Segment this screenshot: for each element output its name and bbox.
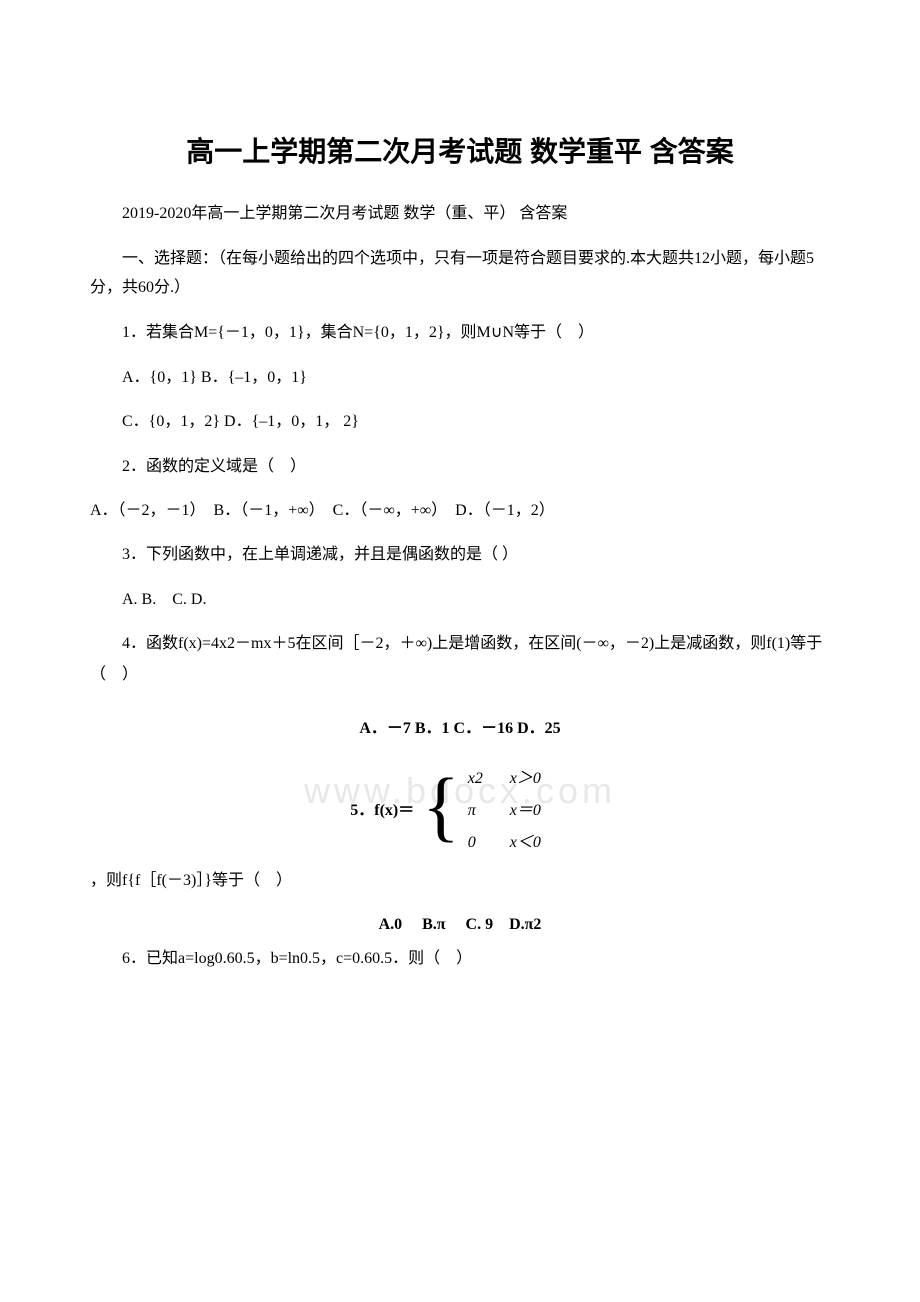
question-1: 1．若集合M={－1，0，1}，集合N={0，1，2}，则M∪N等于（ ） [90, 318, 830, 348]
question-6: 6．已知a=log0.60.5，b=ln0.5，c=0.60.5．则（ ） [90, 944, 830, 974]
q1-options-cd: C．{0，1，2} D．{–1，0，1， 2} [90, 407, 830, 437]
case-cond: x＜0 [510, 828, 570, 852]
question-3: 3．下列函数中，在上单调递减，并且是偶函数的是（ ） [90, 540, 830, 570]
section-intro: 一、选择题：（在每小题给出的四个选项中，只有一项是符合题目要求的.本大题共12小… [90, 245, 830, 303]
case-val: 0 [468, 834, 510, 852]
q5-after: ，则f{f［f(－3)］}等于（ ） [90, 866, 830, 896]
q5-label: 5．f(x)＝ [350, 796, 414, 820]
q1-options-ab: A．{0，1} B．{–1，0，1} [90, 363, 830, 393]
q5-piecewise: 5．f(x)＝ { x2 x＞0 π x＝0 0 x＜0 [90, 756, 830, 860]
q5-options: A.0 B.π C. 9 D.π2 [90, 910, 830, 934]
main-title: 高一上学期第二次月考试题 数学重平 含答案 [90, 130, 830, 170]
piecewise-case-3: 0 x＜0 [468, 828, 570, 852]
piecewise-case-2: π x＝0 [468, 796, 570, 820]
question-2: 2．函数的定义域是（ ） [90, 452, 830, 482]
piecewise-case-1: x2 x＞0 [468, 764, 570, 788]
case-val: x2 [468, 770, 510, 788]
case-val: π [468, 802, 510, 820]
q4-options: A．－7 B．1 C．－16 D．25 [90, 714, 830, 738]
question-4: 4．函数f(x)=4x2－mx＋5在区间［－2，＋∞)上是增函数，在区间(－∞，… [90, 629, 830, 690]
case-cond: x＞0 [510, 764, 570, 788]
subtitle: 2019-2020年高一上学期第二次月考试题 数学（重、平） 含答案 [90, 200, 830, 229]
case-cond: x＝0 [510, 796, 570, 820]
q3-options: A. B. C. D. [90, 585, 830, 615]
brace-icon: { [422, 771, 459, 841]
q2-options: A．（－2，－1） B．（－1，+∞） C．（－∞，+∞） D．（－1，2） [90, 496, 830, 526]
